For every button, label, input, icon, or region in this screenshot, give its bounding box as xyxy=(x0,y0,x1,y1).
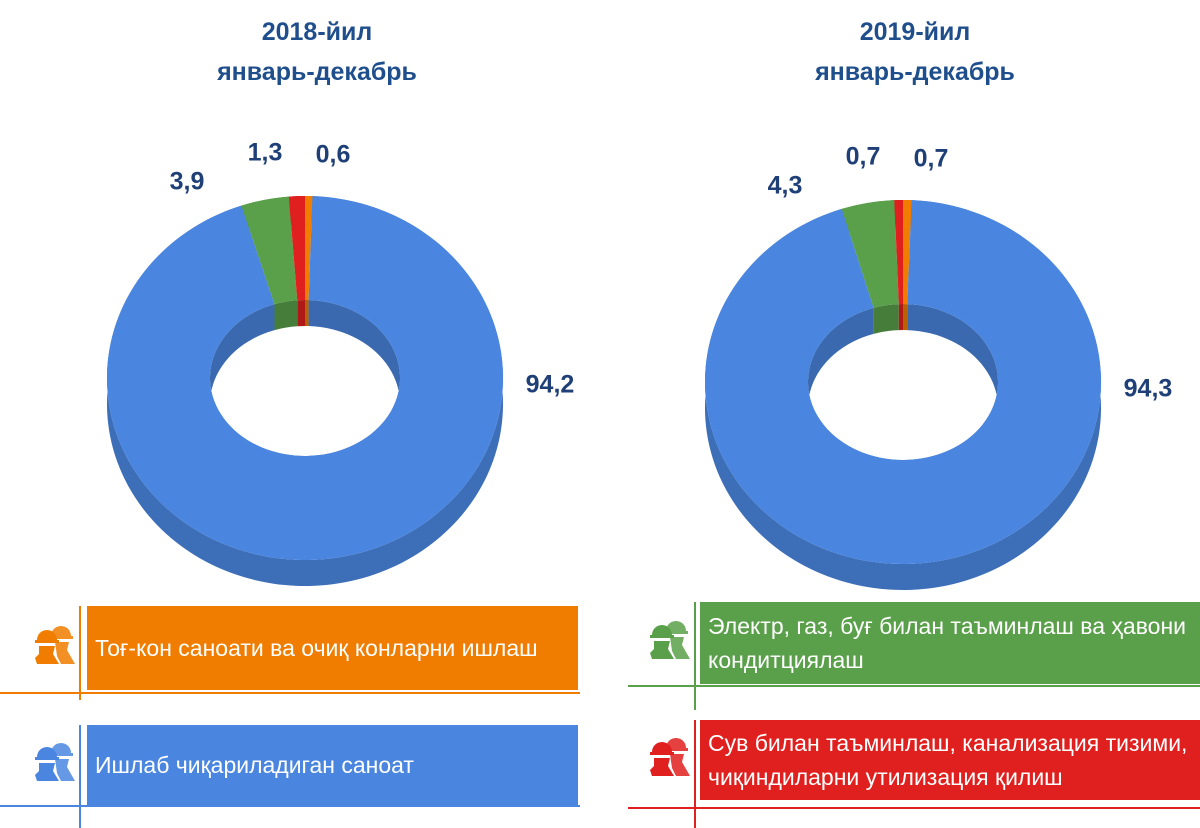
chart-subtitle: январь-декабрь xyxy=(814,58,1015,86)
tops xyxy=(107,196,504,561)
helmet xyxy=(664,621,688,634)
worker xyxy=(670,754,690,776)
inner-wall xyxy=(898,304,903,331)
legend-item: Ишлаб чиқариладиган саноат xyxy=(87,725,578,805)
legend-item: Сув билан таъминлаш, канализация тизими,… xyxy=(700,720,1200,800)
inner-wall xyxy=(873,304,899,334)
worker xyxy=(55,759,75,781)
chart-title: 2018-йил xyxy=(262,18,373,46)
data-label: 94,2 xyxy=(526,371,575,399)
legend-icon xyxy=(35,743,75,781)
data-label: 4,3 xyxy=(768,172,803,200)
inner-wall xyxy=(903,304,908,331)
slice xyxy=(305,196,313,301)
legend-icon xyxy=(650,738,690,776)
slice xyxy=(241,196,298,305)
data-label: 0,7 xyxy=(846,143,881,171)
legend-icon xyxy=(35,626,75,664)
inner-wall xyxy=(305,300,309,327)
slice xyxy=(894,200,903,305)
legend-item: Электр, газ, буғ билан таъминлаш ва ҳаво… xyxy=(700,602,1200,684)
data-label: 94,3 xyxy=(1124,375,1173,403)
data-label: 3,9 xyxy=(170,168,205,196)
helmet xyxy=(49,626,73,639)
worker xyxy=(35,763,59,781)
chart-title: 2019-йил xyxy=(860,18,971,46)
slice xyxy=(288,196,305,301)
tops xyxy=(704,200,1101,565)
worker xyxy=(670,637,690,659)
legend-icon xyxy=(650,621,690,659)
inner-wall xyxy=(274,300,298,331)
slice xyxy=(841,200,899,308)
helmet xyxy=(664,738,688,751)
data-label: 0,7 xyxy=(914,145,949,173)
legend-item: Тоғ-кон саноати ва очиқ конларни ишлаш xyxy=(87,606,578,690)
worker xyxy=(55,642,75,664)
data-label: 1,3 xyxy=(248,139,283,167)
chart-subtitle: январь-декабрь xyxy=(216,58,417,86)
slice xyxy=(903,200,912,305)
slice xyxy=(107,196,504,561)
data-label: 0,6 xyxy=(316,141,351,169)
slice xyxy=(704,200,1101,565)
helmet xyxy=(49,743,73,756)
inner-wall xyxy=(297,300,305,327)
worker xyxy=(650,641,674,659)
worker xyxy=(35,646,59,664)
worker xyxy=(650,758,674,776)
